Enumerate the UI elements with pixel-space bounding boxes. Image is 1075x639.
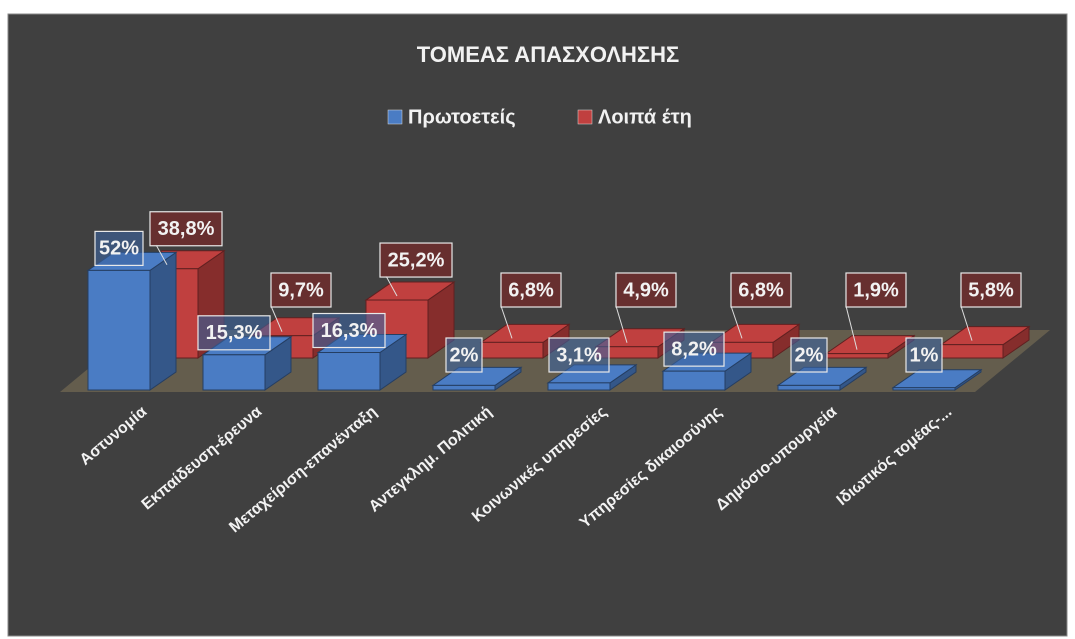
- data-label: 1%: [910, 344, 939, 366]
- data-label: 1,9%: [853, 279, 899, 301]
- legend-swatch: [577, 109, 593, 125]
- legend-label: Πρωτοετείς: [408, 106, 516, 128]
- bar: [317, 352, 381, 391]
- data-label: 8,2%: [671, 338, 717, 360]
- leader-line: [960, 305, 973, 341]
- bar: [825, 353, 889, 359]
- leader-line: [615, 305, 628, 343]
- leader-line: [270, 305, 283, 332]
- bar: [777, 384, 841, 391]
- chart-title: ΤΟΜΕΑΣ ΑΠΑΣΧΟΛΗΣΗΣ: [417, 42, 679, 67]
- bar-side: [149, 251, 177, 391]
- leader-line: [385, 275, 398, 297]
- data-label-box: [905, 337, 943, 373]
- data-label-box: [845, 272, 907, 308]
- data-label: 52%: [99, 238, 139, 260]
- bar: [892, 387, 956, 391]
- data-label-box: [379, 242, 453, 278]
- data-label-box: [270, 272, 332, 308]
- legend-swatch: [387, 109, 403, 125]
- data-label-box: [500, 272, 562, 308]
- data-label: 16,3%: [321, 320, 378, 342]
- bar: [480, 341, 544, 359]
- data-label-box: [94, 230, 144, 266]
- leader-line: [730, 305, 743, 339]
- bar: [547, 382, 611, 391]
- data-label-box: [548, 337, 610, 373]
- bar: [662, 370, 726, 391]
- data-label: 15,3%: [206, 322, 263, 344]
- data-label-box: [445, 337, 483, 373]
- data-label: 2%: [795, 344, 824, 366]
- data-label: 6,8%: [738, 279, 784, 301]
- leader-line: [155, 244, 168, 266]
- data-label: 3,1%: [556, 344, 602, 366]
- data-label: 9,7%: [278, 279, 324, 301]
- bar: [940, 344, 1004, 359]
- data-label-box: [960, 272, 1022, 308]
- data-label: 5,8%: [968, 279, 1014, 301]
- data-label: 6,8%: [508, 279, 554, 301]
- data-label-box: [790, 337, 828, 373]
- data-label: 4,9%: [623, 279, 669, 301]
- leader-line: [845, 305, 858, 350]
- leader-line: [500, 305, 513, 339]
- data-label-box: [663, 331, 725, 367]
- data-label-box: [149, 211, 223, 247]
- data-label-box: [730, 272, 792, 308]
- data-label: 25,2%: [388, 249, 445, 271]
- data-label-box: [312, 312, 386, 349]
- bar: [87, 269, 151, 391]
- legend-label: Λοιπά έτη: [598, 106, 692, 128]
- data-label-box: [197, 315, 271, 351]
- data-label-box: [615, 272, 677, 308]
- data-label: 2%: [450, 344, 479, 366]
- data-label: 38,8%: [158, 218, 215, 240]
- bar: [202, 354, 266, 391]
- bar: [432, 384, 496, 391]
